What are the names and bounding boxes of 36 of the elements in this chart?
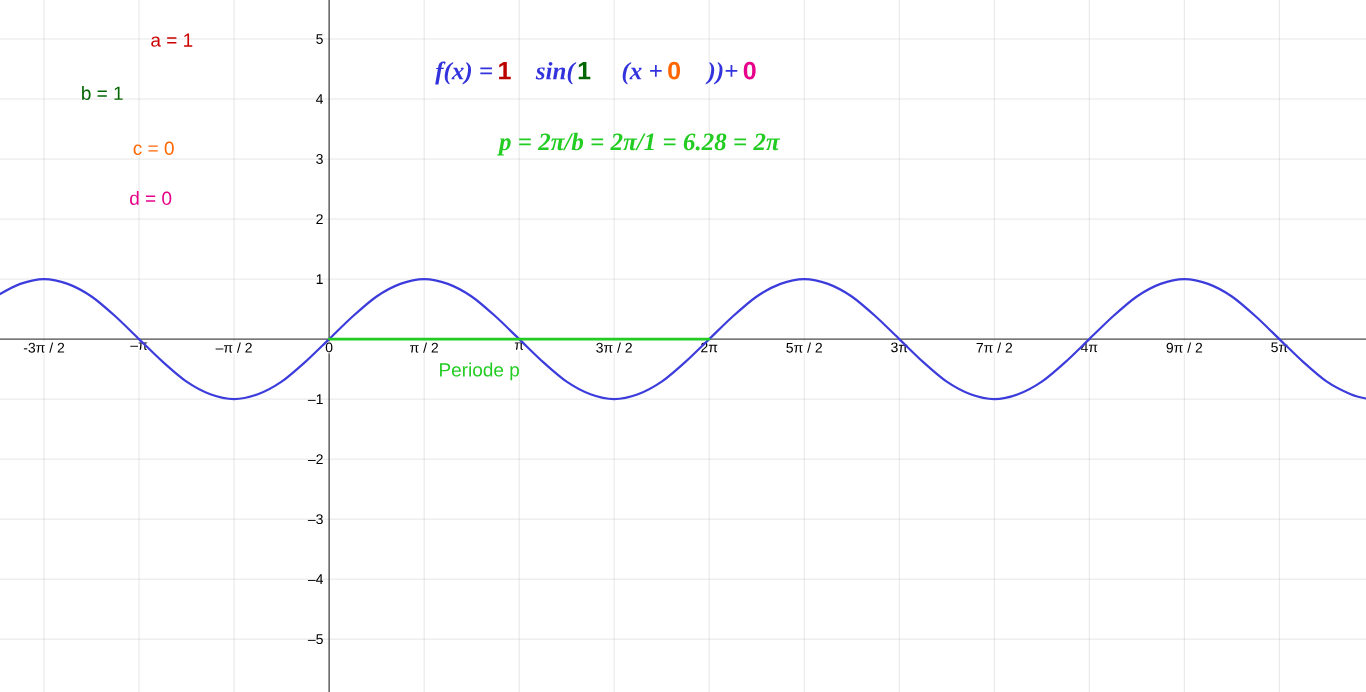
x-tick-label: π (514, 342, 524, 350)
annotation: f(x) = (435, 61, 492, 85)
y-tick-label: –1 (307, 394, 323, 404)
x-tick-label: –π / 2 (215, 342, 252, 353)
y-tick-label: 4 (316, 94, 324, 104)
x-tick-label: 5π / 2 (786, 342, 822, 353)
annotation: d = 0 (130, 191, 172, 206)
y-tick-label: 1 (316, 274, 323, 284)
annotation: sin( (535, 61, 577, 85)
x-tick-label: 9π / 2 (1166, 342, 1203, 353)
annotation: ))+ (705, 61, 738, 85)
annotation: a = 1 (151, 33, 193, 47)
series-label: Periode p (440, 362, 519, 381)
y-tick-label: –2 (307, 454, 323, 465)
y-tick-label: 2 (316, 214, 323, 224)
x-tick-label: 5π (1271, 342, 1288, 353)
y-tick-label: –3 (307, 514, 323, 525)
annotation: 1 (578, 62, 591, 80)
annotation: 0 (743, 61, 756, 80)
annotation: (x + (622, 61, 662, 85)
annotation: 0 (668, 61, 681, 80)
x-tick-label: 0 (325, 342, 333, 353)
annotation: c = 0 (133, 141, 174, 155)
x-tick-label: 3π (891, 342, 908, 353)
annotation: b = 1 (82, 86, 123, 100)
x-tick-label: 3π / 2 (596, 342, 632, 353)
y-tick-label: 3 (316, 154, 323, 165)
y-tick-label: –5 (307, 634, 323, 645)
y-tick-label: 5 (316, 34, 323, 44)
annotation: 1 (499, 62, 511, 80)
x-tick-label: -3π / 2 (23, 342, 65, 353)
x-tick-label: 7π / 2 (976, 342, 1013, 353)
annotation: p = 2π/b = 2π/1 = 6.28 = 2π (497, 132, 781, 156)
x-tick-label: π / 2 (410, 342, 438, 353)
x-tick-label: 2π (701, 342, 718, 353)
y-tick-label: –4 (307, 574, 324, 584)
